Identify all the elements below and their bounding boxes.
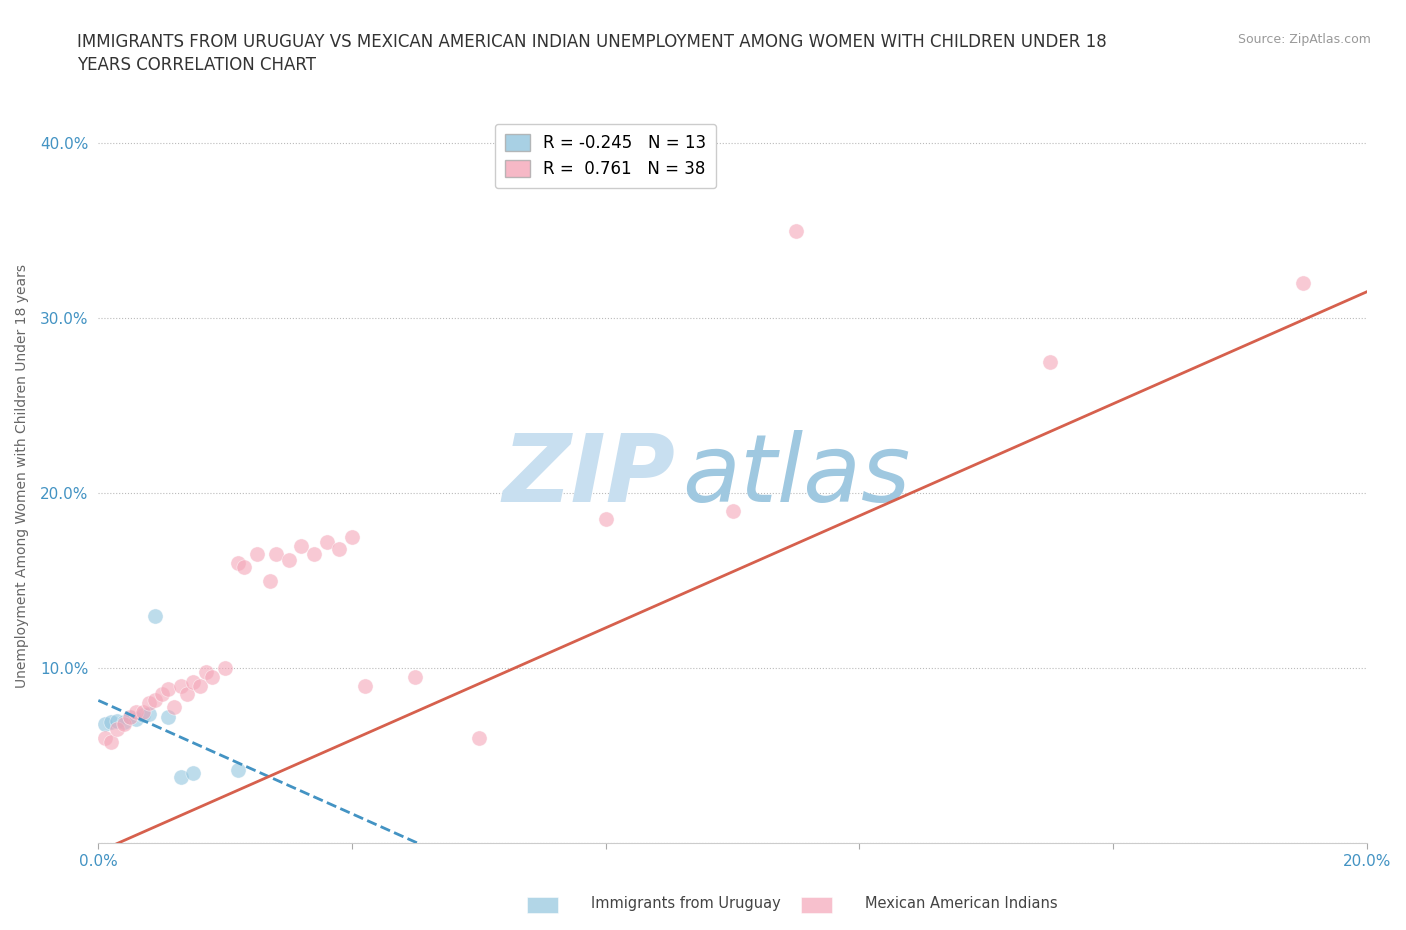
Point — [201, 670, 224, 684]
Point — [1039, 354, 1062, 369]
Point — [595, 512, 617, 526]
Point — [93, 731, 115, 746]
Point — [340, 529, 363, 544]
Point — [157, 710, 180, 724]
Point — [183, 765, 205, 780]
Point — [353, 678, 375, 693]
Point — [404, 670, 426, 684]
Point — [105, 713, 128, 728]
Point — [226, 763, 249, 777]
Point — [132, 708, 155, 723]
Point — [176, 687, 198, 702]
Point — [105, 722, 128, 737]
Text: ZIP: ZIP — [502, 430, 675, 522]
Point — [145, 608, 167, 623]
Point — [112, 715, 135, 730]
Point — [163, 699, 186, 714]
Point — [132, 704, 155, 719]
Point — [170, 769, 193, 784]
Point — [157, 682, 180, 697]
Point — [138, 706, 160, 721]
Point — [259, 573, 281, 588]
Point — [118, 710, 141, 724]
Text: atlas: atlas — [682, 430, 910, 521]
Point — [214, 660, 236, 675]
Point — [100, 715, 122, 730]
Point — [302, 547, 325, 562]
Point — [150, 687, 173, 702]
Point — [125, 711, 148, 726]
Text: Mexican American Indians: Mexican American Indians — [865, 897, 1057, 911]
Point — [93, 717, 115, 732]
Legend: R = -0.245   N = 13, R =  0.761   N = 38: R = -0.245 N = 13, R = 0.761 N = 38 — [495, 124, 717, 189]
Text: IMMIGRANTS FROM URUGUAY VS MEXICAN AMERICAN INDIAN UNEMPLOYMENT AMONG WOMEN WITH: IMMIGRANTS FROM URUGUAY VS MEXICAN AMERI… — [77, 33, 1107, 74]
Point — [277, 552, 299, 567]
Point — [125, 704, 148, 719]
Point — [118, 710, 141, 724]
Point — [170, 678, 193, 693]
Point — [315, 535, 337, 550]
Point — [264, 547, 287, 562]
Point — [100, 734, 122, 749]
Text: Immigrants from Uruguay: Immigrants from Uruguay — [591, 897, 780, 911]
Point — [183, 674, 205, 689]
Point — [188, 678, 211, 693]
Y-axis label: Unemployment Among Women with Children Under 18 years: Unemployment Among Women with Children U… — [15, 263, 30, 687]
Point — [468, 731, 491, 746]
Point — [145, 692, 167, 707]
Point — [233, 559, 256, 574]
Point — [246, 547, 269, 562]
Point — [721, 503, 744, 518]
Text: Source: ZipAtlas.com: Source: ZipAtlas.com — [1237, 33, 1371, 46]
Point — [112, 717, 135, 732]
Point — [195, 664, 218, 679]
Point — [138, 696, 160, 711]
Point — [1292, 275, 1315, 290]
Point — [328, 541, 350, 556]
Point — [290, 538, 312, 553]
Point — [785, 223, 807, 238]
Point — [226, 555, 249, 570]
